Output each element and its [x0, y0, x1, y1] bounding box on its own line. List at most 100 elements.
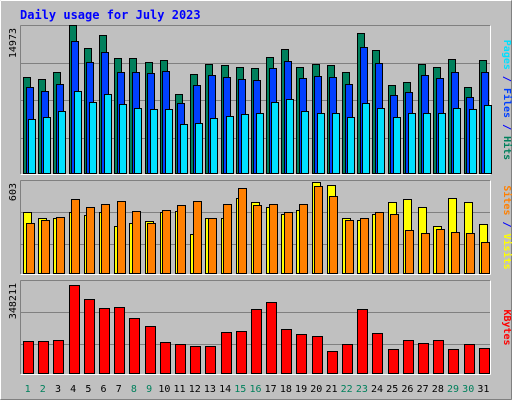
bar-kbytes-day-12	[190, 346, 201, 374]
bar-sites-day-18	[284, 212, 293, 274]
y-max-label: 14973	[8, 28, 19, 58]
chart-panels: 14973 Pages / Files / Hits 603 Sites / Visi…	[8, 25, 512, 375]
bar-pages-day-7	[119, 104, 127, 174]
bar-kbytes-day-31	[479, 348, 490, 374]
bar-pages-day-10	[165, 109, 173, 174]
bar-kbytes-day-19	[296, 334, 307, 374]
bar-pages-day-13	[210, 118, 218, 174]
bar-sites-day-31	[481, 242, 490, 274]
legend-text: Hits	[501, 136, 512, 160]
bar-sites-day-21	[329, 196, 338, 274]
day-label-3: 3	[55, 384, 61, 395]
day-label-25: 25	[386, 384, 398, 395]
bar-sites-day-8	[132, 211, 141, 274]
bar-kbytes-day-24	[372, 333, 383, 374]
bar-sites-day-4	[71, 199, 80, 274]
day-label-21: 21	[325, 384, 337, 395]
bar-sites-day-30	[466, 233, 475, 274]
bar-kbytes-day-22	[342, 344, 353, 374]
y-max-label: 603	[8, 183, 19, 201]
bar-kbytes-day-8	[129, 318, 140, 374]
bar-sites-day-15	[238, 188, 247, 274]
day-label-30: 30	[462, 384, 474, 395]
legend-text: /	[501, 70, 512, 88]
series-sites	[26, 186, 490, 274]
series-pages	[28, 91, 492, 174]
bar-pages-day-25	[393, 117, 401, 174]
bar-pages-day-20	[317, 113, 325, 174]
bar-pages-day-14	[226, 116, 234, 174]
series-legend-label: Pages / Files / Hits	[501, 40, 512, 160]
day-label-27: 27	[417, 384, 429, 395]
bar-sites-day-10	[162, 210, 171, 274]
bar-pages-day-24	[377, 108, 385, 174]
day-label-1: 1	[25, 384, 31, 395]
bar-kbytes-day-7	[114, 307, 125, 374]
bar-sites-day-2	[41, 220, 50, 274]
series-legend-label: Sites / Visits	[501, 185, 512, 269]
bar-kbytes-day-27	[418, 343, 429, 374]
day-label-18: 18	[280, 384, 292, 395]
chart-title: Daily usage for July 2023	[20, 8, 201, 22]
bar-kbytes-day-17	[266, 302, 277, 374]
bar-pages-day-22	[347, 117, 355, 174]
day-label-24: 24	[371, 384, 383, 395]
day-label-2: 2	[40, 384, 46, 395]
bar-pages-day-8	[134, 108, 142, 174]
bar-pages-day-19	[301, 111, 309, 174]
day-label-20: 20	[310, 384, 322, 395]
bar-kbytes-day-21	[327, 351, 338, 374]
day-label-19: 19	[295, 384, 307, 395]
day-label-15: 15	[234, 384, 246, 395]
bar-kbytes-day-5	[84, 299, 95, 374]
bar-kbytes-day-9	[145, 326, 156, 374]
bar-kbytes-day-2	[38, 341, 49, 374]
bar-sites-day-26	[405, 230, 414, 274]
bar-sites-day-6	[101, 204, 110, 274]
day-label-12: 12	[189, 384, 201, 395]
legend-text: Visits	[501, 234, 512, 270]
bar-kbytes-day-26	[403, 340, 414, 374]
bar-pages-day-5	[89, 102, 97, 174]
legend-text: Sites	[501, 185, 512, 215]
bar-pages-day-15	[241, 114, 249, 174]
bar-sites-day-14	[223, 204, 232, 274]
panel-visits_sites: 603 Sites / Visits	[8, 180, 512, 275]
bar-sites-day-11	[177, 205, 186, 274]
bar-sites-day-25	[390, 214, 399, 274]
bar-sites-day-29	[451, 232, 460, 274]
day-label-4: 4	[70, 384, 76, 395]
y-max-label: 348211	[8, 283, 19, 319]
bar-pages-day-9	[150, 109, 158, 174]
bar-kbytes-day-18	[281, 329, 292, 374]
panel-kbytes: 348211 KBytes	[8, 280, 512, 375]
bar-kbytes-day-25	[388, 349, 399, 374]
bar-sites-day-13	[208, 218, 217, 274]
bar-pages-day-30	[469, 109, 477, 174]
bar-sites-day-28	[436, 229, 445, 274]
day-label-16: 16	[249, 384, 261, 395]
bar-kbytes-day-6	[99, 308, 110, 374]
bar-pages-day-17	[271, 102, 279, 174]
day-label-22: 22	[341, 384, 353, 395]
bar-kbytes-day-15	[236, 331, 247, 374]
bar-kbytes-day-23	[357, 309, 368, 374]
legend-text: KBytes	[501, 309, 512, 345]
bar-pages-day-3	[58, 111, 66, 174]
bar-sites-day-17	[269, 204, 278, 274]
bar-kbytes-day-14	[221, 332, 232, 374]
bar-sites-day-20	[314, 186, 323, 274]
day-label-14: 14	[219, 384, 231, 395]
bar-pages-day-6	[104, 94, 112, 174]
day-label-6: 6	[101, 384, 107, 395]
day-labels: 1 2 3 4 5 6 7 8 9 10 11 12 13 14 15 16 17 18 19 20 21 22 23 24 2…	[25, 384, 490, 395]
series-legend-label: KBytes	[501, 309, 512, 345]
day-label-28: 28	[432, 384, 444, 395]
bar-kbytes-day-20	[312, 336, 323, 374]
legend-text: /	[501, 118, 512, 136]
bar-sites-day-9	[147, 223, 156, 274]
bar-sites-day-7	[117, 201, 126, 274]
bar-pages-day-29	[453, 108, 461, 174]
bar-kbytes-day-1	[23, 341, 34, 374]
